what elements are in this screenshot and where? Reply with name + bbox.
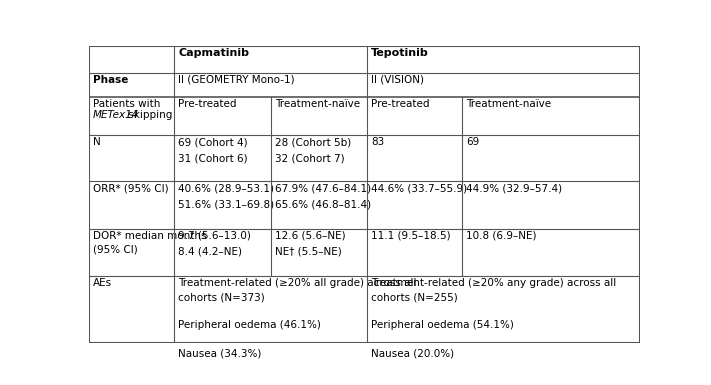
Text: Phase: Phase <box>92 75 128 85</box>
Text: Treatment-related (≥20% any grade) across all
cohorts (N=255)

Peripheral oedema: Treatment-related (≥20% any grade) acros… <box>371 278 616 358</box>
Text: Treatment-related (≥20% all grade) across all
cohorts (N=373)

Peripheral oedema: Treatment-related (≥20% all grade) acros… <box>178 278 417 358</box>
Text: 44.9% (32.9–57.4): 44.9% (32.9–57.4) <box>466 183 562 193</box>
Text: 83: 83 <box>371 137 384 147</box>
Text: N: N <box>92 137 100 147</box>
Text: METex14: METex14 <box>92 110 139 120</box>
Text: 40.6% (28.9–53.1)
51.6% (33.1–69.8): 40.6% (28.9–53.1) 51.6% (33.1–69.8) <box>178 183 274 209</box>
Text: AEs: AEs <box>92 278 112 288</box>
Text: 9.7 (5.6–13.0)
8.4 (4.2–NE): 9.7 (5.6–13.0) 8.4 (4.2–NE) <box>178 231 251 257</box>
Text: skipping: skipping <box>125 110 173 120</box>
Text: 12.6 (5.6–NE)
NE† (5.5–NE): 12.6 (5.6–NE) NE† (5.5–NE) <box>274 231 346 257</box>
Text: 69 (Cohort 4)
31 (Cohort 6): 69 (Cohort 4) 31 (Cohort 6) <box>178 137 247 164</box>
Text: 69: 69 <box>466 137 480 147</box>
Text: Capmatinib: Capmatinib <box>178 48 249 58</box>
Text: Pre-treated: Pre-treated <box>178 99 237 109</box>
Text: Pre-treated: Pre-treated <box>371 99 429 109</box>
Text: 10.8 (6.9–NE): 10.8 (6.9–NE) <box>466 231 537 241</box>
Text: 67.9% (47.6–84.1)
65.6% (46.8–81.4): 67.9% (47.6–84.1) 65.6% (46.8–81.4) <box>274 183 370 209</box>
Text: DOR* median months
(95% CI): DOR* median months (95% CI) <box>92 231 206 254</box>
Text: Treatment-naïve: Treatment-naïve <box>466 99 552 109</box>
Text: Treatment-naïve: Treatment-naïve <box>274 99 360 109</box>
Text: ORR* (95% CI): ORR* (95% CI) <box>92 183 169 193</box>
Text: 28 (Cohort 5b)
32 (Cohort 7): 28 (Cohort 5b) 32 (Cohort 7) <box>274 137 351 164</box>
Text: II (VISION): II (VISION) <box>371 75 424 85</box>
Text: 44.6% (33.7–55.9): 44.6% (33.7–55.9) <box>371 183 467 193</box>
Text: Tepotinib: Tepotinib <box>371 48 429 58</box>
Text: Patients with: Patients with <box>92 99 164 109</box>
Text: II (GEOMETRY Mono-1): II (GEOMETRY Mono-1) <box>178 75 295 85</box>
Text: 11.1 (9.5–18.5): 11.1 (9.5–18.5) <box>371 231 451 241</box>
